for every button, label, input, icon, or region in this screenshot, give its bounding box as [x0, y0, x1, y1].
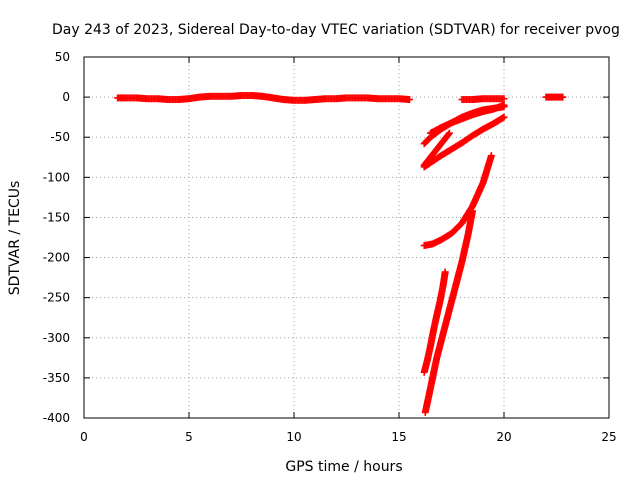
x-tick-label: 10 [286, 430, 301, 444]
x-tick-label: 0 [80, 430, 88, 444]
data-point-plus [445, 130, 452, 138]
chart-title: Day 243 of 2023, Sidereal Day-to-day VTE… [52, 22, 620, 38]
x-axis-title: GPS time / hours [285, 459, 402, 475]
y-tick-label: -400 [43, 411, 70, 425]
data-point-plus [441, 268, 449, 276]
axis-ticks: 0 5 10 15 20 25 50 0 -50 -100 -150 -200 -250 -300 -350… [43, 50, 617, 444]
y-tick-label: 50 [55, 50, 70, 64]
x-tick-label: 15 [391, 430, 406, 444]
data-point-plus [406, 96, 413, 104]
y-tick-label: -350 [43, 371, 70, 385]
y-tick-label: -200 [43, 251, 70, 265]
data-point-plus [487, 152, 495, 160]
data-point-plus [500, 95, 508, 103]
y-tick-label: -50 [50, 130, 70, 144]
y-tick-label: -250 [43, 291, 70, 305]
y-tick-label: -150 [43, 210, 70, 224]
data-points [114, 92, 567, 416]
data-point-plus [469, 207, 476, 215]
x-tick-label: 20 [496, 430, 511, 444]
y-tick-label: 0 [62, 90, 70, 104]
y-tick-label: -300 [43, 331, 70, 345]
data-point-plus [500, 101, 508, 109]
x-tick-label: 5 [185, 430, 193, 444]
data-point-plus [500, 113, 508, 121]
x-tick-label: 25 [601, 430, 616, 444]
data-point-plus [445, 129, 453, 137]
y-axis-title: SDTVAR / TECUs [7, 181, 23, 296]
data-point-plus [559, 93, 567, 101]
plot-frame [83, 56, 610, 419]
y-tick-label: -100 [43, 170, 70, 184]
